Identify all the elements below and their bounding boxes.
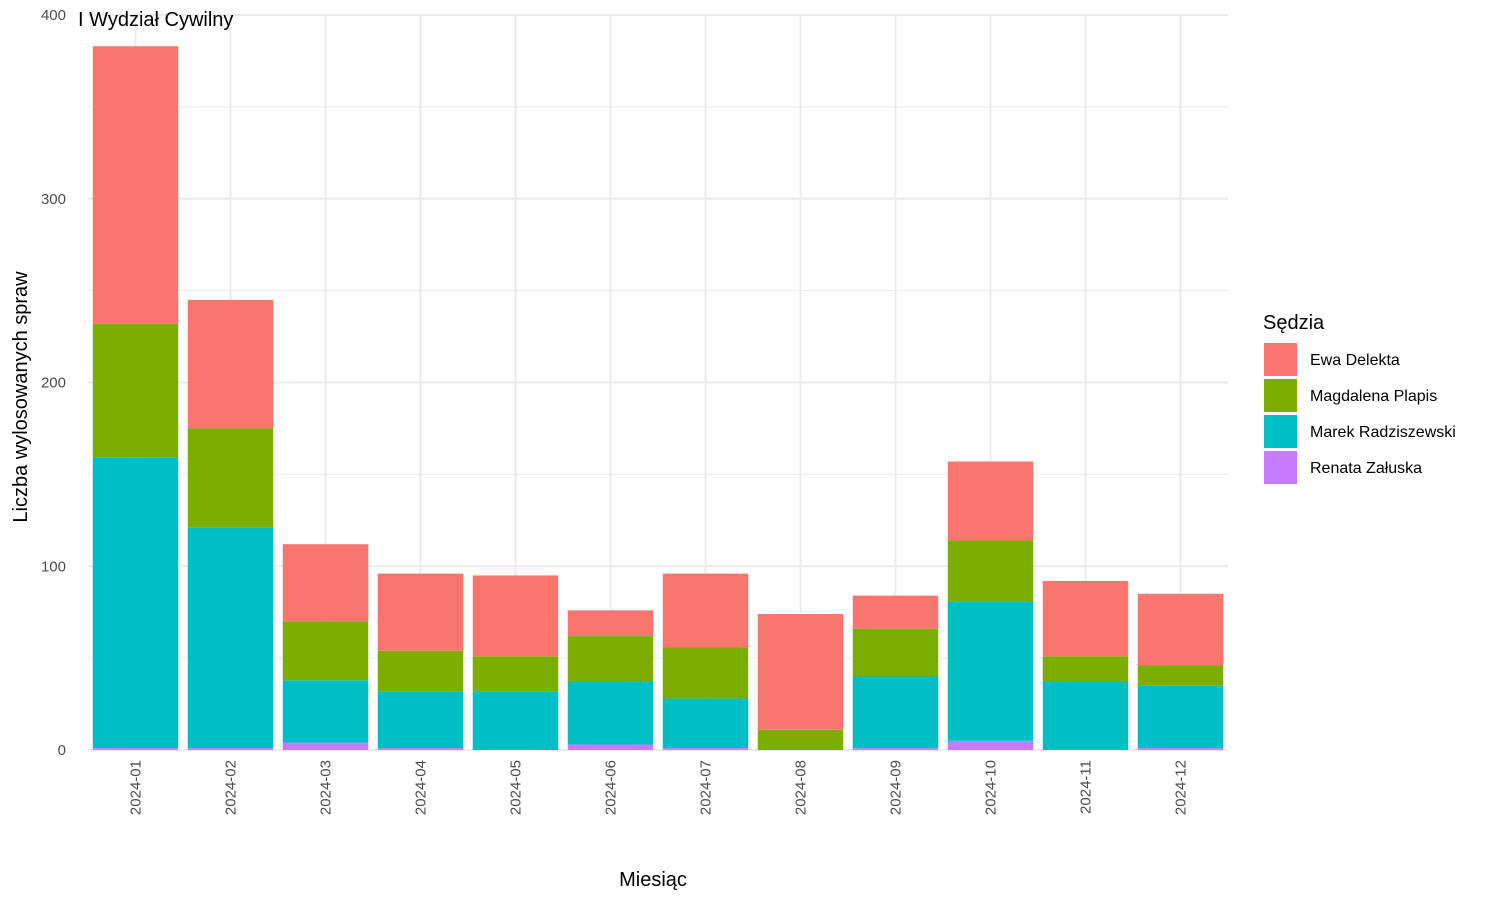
- bar-segment: [282, 544, 369, 622]
- bar-segment: [1137, 665, 1224, 686]
- y-axis-title: Liczba wylosowanych spraw: [10, 271, 32, 523]
- bar-stacks: [92, 46, 1224, 750]
- bar-segment: [282, 621, 369, 681]
- bar-segment: [1042, 580, 1129, 657]
- bar-segment: [1137, 748, 1224, 750]
- bar-segment: [947, 540, 1034, 602]
- legend-swatch: [1264, 343, 1297, 376]
- legend-swatch: [1264, 451, 1297, 484]
- x-tick-label: 2024-11: [1078, 760, 1095, 814]
- x-tick-label: 2024-06: [603, 760, 620, 815]
- bar-segment: [757, 614, 844, 730]
- bar-segment: [377, 691, 464, 749]
- bar-segment: [757, 729, 844, 750]
- x-tick-label: 2024-07: [698, 760, 715, 815]
- y-tick-label: 100: [41, 558, 66, 575]
- x-tick-label: 2024-03: [318, 760, 335, 815]
- legend-label: Marek Radziszewski: [1310, 424, 1456, 441]
- bar-segment: [567, 636, 654, 683]
- legend-label: Ewa Delekta: [1310, 352, 1400, 369]
- legend-swatch: [1264, 415, 1297, 448]
- bar-segment: [852, 676, 939, 749]
- bar-segment: [1137, 685, 1224, 749]
- x-axis-ticks: 2024-01 2024-02 2024-03 2024-04 2024-05 2024-…: [128, 760, 1190, 815]
- bar-segment: [852, 628, 939, 677]
- bar-segment: [1042, 656, 1129, 683]
- bar-segment: [472, 656, 559, 692]
- bar-segment: [472, 691, 559, 750]
- bar-segment: [947, 461, 1034, 541]
- bar-segment: [187, 428, 274, 528]
- bar-segment: [567, 744, 654, 750]
- bar-segment: [282, 680, 369, 743]
- x-tick-label: 2024-04: [413, 760, 430, 815]
- bar-segment: [1137, 593, 1224, 666]
- x-tick-label: 2024-09: [888, 760, 905, 815]
- bar-segment: [662, 698, 749, 749]
- bar-segment: [377, 573, 464, 651]
- legend-label: Magdalena Plapis: [1310, 388, 1437, 405]
- bar-segment: [947, 740, 1034, 750]
- y-tick-label: 300: [41, 191, 66, 208]
- bar-segment: [187, 299, 274, 429]
- bar-segment: [947, 601, 1034, 741]
- bar-segment: [662, 748, 749, 750]
- x-tick-label: 2024-10: [983, 760, 1000, 815]
- bar-segment: [377, 650, 464, 692]
- y-tick-label: 200: [41, 375, 66, 392]
- x-tick-label: 2024-12: [1173, 760, 1190, 815]
- bar-segment: [92, 748, 179, 750]
- bar-segment: [187, 748, 274, 750]
- x-tick-label: 2024-02: [223, 760, 240, 815]
- bar-segment: [92, 46, 179, 324]
- x-tick-label: 2024-01: [128, 760, 145, 815]
- bar-segment: [472, 575, 559, 657]
- bar-segment: [662, 573, 749, 648]
- bar-segment: [92, 323, 179, 458]
- bar-segment: [377, 748, 464, 750]
- legend-swatch: [1264, 379, 1297, 412]
- bar-segment: [282, 742, 369, 750]
- x-tick-label: 2024-05: [508, 760, 525, 815]
- x-axis-title: Miesiąc: [619, 869, 687, 891]
- legend-title: Sędzia: [1263, 312, 1325, 334]
- y-tick-label: 0: [58, 742, 66, 759]
- bar-segment: [852, 595, 939, 629]
- bar-segment: [1042, 682, 1129, 750]
- bar-segment: [187, 527, 274, 749]
- bar-segment: [92, 457, 179, 749]
- y-tick-label: 400: [41, 7, 66, 24]
- legend-label: Renata Załuska: [1310, 460, 1422, 477]
- y-axis-ticks: 0 100 200 300 400: [41, 7, 66, 759]
- bar-segment: [567, 682, 654, 745]
- legend: Sędzia Ewa Delekta Magdalena Plapis Marek …: [1263, 312, 1456, 484]
- plot-title: I Wydział Cywilny: [78, 9, 233, 31]
- bar-segment: [852, 748, 939, 750]
- bar-segment: [662, 647, 749, 699]
- x-tick-label: 2024-08: [793, 760, 810, 815]
- bar-segment: [567, 610, 654, 637]
